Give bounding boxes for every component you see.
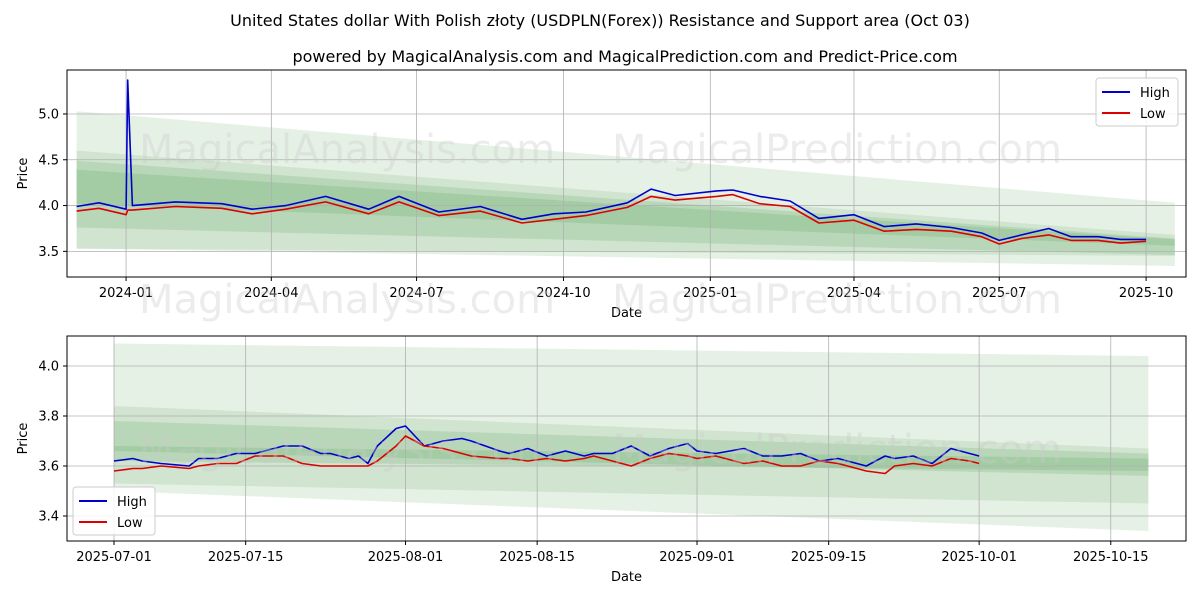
y-axis-label: Price — [16, 158, 31, 190]
legend: High Low — [1095, 77, 1179, 127]
watermark-analysis: MagicalAnalysis.com — [139, 427, 555, 473]
support-resistance-band — [114, 446, 1149, 471]
x-tick-label: 2025-10-15 — [1073, 550, 1149, 565]
x-tick-label: 2024-01 — [99, 286, 153, 301]
legend: High Low — [72, 486, 156, 536]
watermark-prediction: MagicalPrediction.com — [612, 127, 1062, 173]
y-tick-label: 5.0 — [38, 107, 59, 122]
x-tick-label: 2025-10 — [1119, 286, 1173, 301]
support-resistance-band — [114, 406, 1149, 504]
y-tick-label: 3.8 — [38, 410, 59, 425]
x-tick-label: 2025-01 — [683, 286, 737, 301]
series-line-high — [113, 425, 980, 467]
x-tick-label: 2025-07-01 — [76, 550, 152, 565]
y-tick-label: 3.4 — [38, 510, 59, 525]
series-line-low — [113, 435, 980, 475]
x-tick-label: 2025-10-01 — [941, 550, 1017, 565]
bottom-chart-panel: 2025-07-01 2025-07-15 2025-08-01 2025-08-15… — [16, 335, 1187, 585]
x-tick-label: 2025-07-15 — [208, 550, 284, 565]
x-tick-label: 2025-09-15 — [791, 550, 867, 565]
chart-title: United States dollar With Polish złoty (… — [230, 11, 970, 30]
support-resistance-band — [114, 343, 1149, 531]
legend-label-high: High — [1140, 86, 1170, 101]
x-tick-label: 2025-07 — [972, 286, 1026, 301]
x-axis-label: Date — [611, 306, 642, 321]
y-tick-label: 4.0 — [38, 199, 59, 214]
x-tick-label: 2025-04 — [827, 286, 881, 301]
support-resistance-band — [76, 111, 1175, 266]
watermark-analysis: MagicalAnalysis.com — [139, 127, 555, 173]
watermark-prediction: MagicalPrediction.com — [612, 277, 1062, 323]
x-tick-label: 2025-08-15 — [499, 550, 575, 565]
y-tick-label: 4.5 — [38, 153, 59, 168]
x-tick-label: 2024-10 — [536, 286, 590, 301]
y-tick-label: 4.0 — [38, 360, 59, 375]
plot-frame — [66, 335, 1187, 542]
plot-frame — [66, 69, 1187, 278]
x-tick-label: 2025-08-01 — [368, 550, 444, 565]
x-axis-label: Date — [611, 570, 642, 585]
watermark-analysis: MagicalAnalysis.com — [139, 277, 555, 323]
chart-subtitle: powered by MagicalAnalysis.com and Magic… — [292, 47, 957, 66]
y-tick-label: 3.5 — [38, 245, 59, 260]
x-tick-label: 2025-09-01 — [659, 550, 735, 565]
support-resistance-band — [114, 421, 1149, 476]
series-line-low — [76, 193, 1147, 245]
x-tick-label: 2024-04 — [244, 286, 298, 301]
y-tick-label: 3.6 — [38, 460, 59, 475]
x-tick-label: 2024-07 — [389, 286, 443, 301]
y-axis-label: Price — [16, 423, 31, 455]
series-line-high — [76, 79, 1147, 242]
legend-label-low: Low — [117, 516, 143, 531]
legend-label-high: High — [117, 495, 147, 510]
legend-label-low: Low — [1140, 107, 1166, 122]
watermark-prediction: MagicalPrediction.com — [612, 427, 1062, 473]
top-chart-panel: 2024-01 2024-04 2024-07 2024-10 2025-01 2025-… — [16, 69, 1187, 321]
